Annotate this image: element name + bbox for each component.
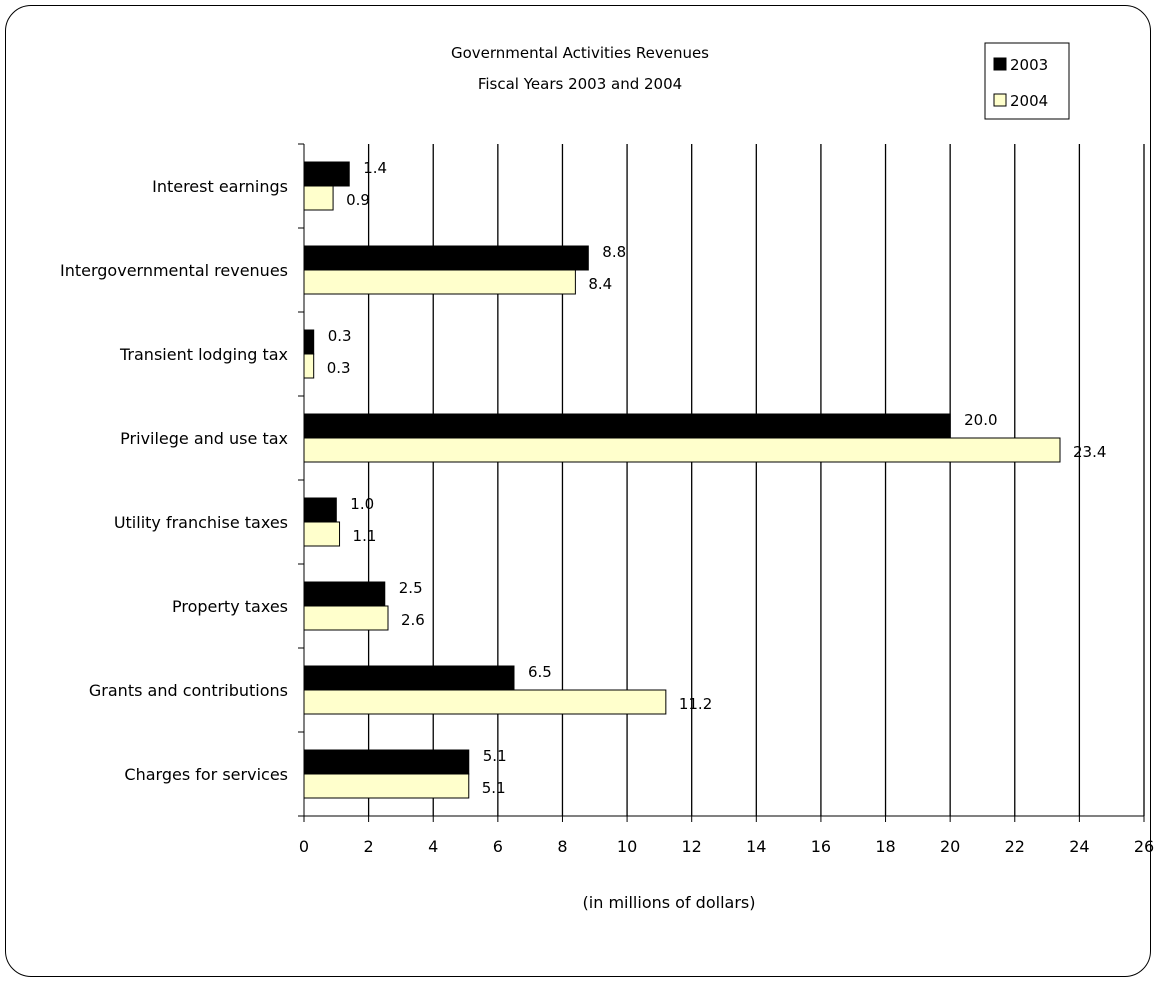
x-tick-label: 0 — [299, 837, 309, 856]
x-tick-label: 24 — [1069, 837, 1089, 856]
data-label-2003: 8.8 — [602, 243, 626, 261]
legend-label-2004: 2004 — [1010, 92, 1048, 110]
x-tick-label: 10 — [617, 837, 637, 856]
bar-2003 — [304, 162, 349, 186]
data-label-2004: 2.6 — [401, 611, 425, 629]
legend-label-2003: 2003 — [1010, 56, 1048, 74]
data-label-2004: 11.2 — [679, 695, 712, 713]
x-tick-label: 8 — [557, 837, 567, 856]
data-label-2004: 0.3 — [327, 359, 351, 377]
x-tick-label: 18 — [875, 837, 895, 856]
x-tick-label: 26 — [1134, 837, 1154, 856]
bar-2003 — [304, 246, 588, 270]
chart-title: Governmental Activities Revenues — [451, 44, 709, 62]
x-tick-label: 4 — [428, 837, 438, 856]
x-tick-label: 6 — [493, 837, 503, 856]
category-label: Utility franchise taxes — [114, 513, 288, 532]
data-label-2003: 5.1 — [483, 747, 507, 765]
data-label-2003: 1.0 — [350, 495, 374, 513]
data-label-2004: 1.1 — [353, 527, 377, 545]
bar-2004 — [304, 522, 340, 546]
data-label-2003: 20.0 — [964, 411, 997, 429]
x-axis-label: (in millions of dollars) — [583, 893, 756, 912]
bar-2003 — [304, 330, 314, 354]
bar-2003 — [304, 582, 385, 606]
category-label: Interest earnings — [152, 177, 288, 196]
x-tick-label: 12 — [682, 837, 702, 856]
bar-2004 — [304, 774, 469, 798]
category-label: Transient lodging tax — [119, 345, 288, 364]
x-tick-label: 2 — [364, 837, 374, 856]
y-axis-ticks — [298, 144, 304, 816]
bar-2004 — [304, 438, 1060, 462]
legend: 2003 2004 — [985, 43, 1069, 119]
x-tick-label: 20 — [940, 837, 960, 856]
x-tick-label: 22 — [1005, 837, 1025, 856]
x-axis-tick-labels: 0 2 4 6 8 10 12 14 16 18 20 22 24 26 — [299, 837, 1154, 856]
category-label: Charges for services — [124, 765, 288, 784]
x-tick-label: 16 — [811, 837, 831, 856]
legend-swatch-2003 — [994, 58, 1006, 70]
category-label: Grants and contributions — [89, 681, 288, 700]
legend-swatch-2004 — [994, 94, 1006, 106]
data-label-2004: 8.4 — [588, 275, 612, 293]
category-label: Intergovernmental revenues — [60, 261, 288, 280]
data-label-2004: 0.9 — [346, 191, 370, 209]
data-label-2004: 5.1 — [482, 779, 506, 797]
bar-2004 — [304, 606, 388, 630]
bar-2003 — [304, 750, 469, 774]
x-tick-label: 14 — [746, 837, 766, 856]
chart-subtitle: Fiscal Years 2003 and 2004 — [478, 75, 682, 93]
bar-2003 — [304, 498, 336, 522]
bar-2003 — [304, 414, 950, 438]
bar-2004 — [304, 690, 666, 714]
data-label-2003: 1.4 — [363, 159, 387, 177]
category-label: Property taxes — [172, 597, 288, 616]
data-label-2003: 0.3 — [328, 327, 352, 345]
bar-2004 — [304, 186, 333, 210]
bar-2003 — [304, 666, 514, 690]
category-labels: Interest earnings Intergovernmental reven… — [60, 177, 288, 784]
bar-2004 — [304, 354, 314, 378]
data-label-2004: 23.4 — [1073, 443, 1106, 461]
data-label-2003: 6.5 — [528, 663, 552, 681]
data-label-2003: 2.5 — [399, 579, 423, 597]
category-label: Privilege and use tax — [120, 429, 288, 448]
bar-2004 — [304, 270, 575, 294]
